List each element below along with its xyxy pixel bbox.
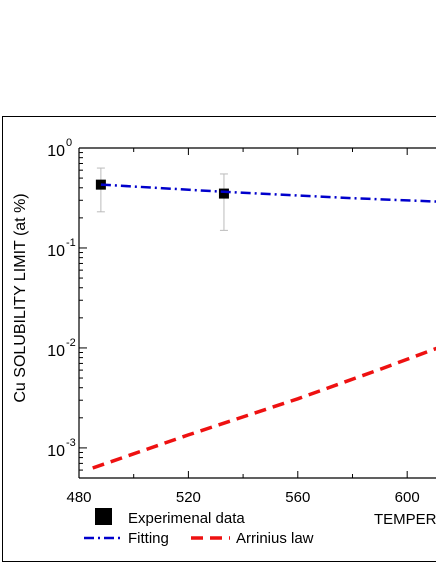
tick-marks <box>78 147 408 479</box>
legend-label-experimental: Experimenal data <box>128 510 245 527</box>
series-line-2 <box>92 346 436 470</box>
y-tick-label: 10 <box>47 443 65 460</box>
x-tick-label-600: 600 <box>395 489 420 506</box>
x-tick-label-520: 520 <box>176 489 201 506</box>
legend-label-fitting: Fitting <box>128 530 169 547</box>
series-line-1 <box>100 183 436 203</box>
x-tick-label-480: 480 <box>66 489 91 506</box>
series-layer <box>92 167 436 470</box>
x-axis-label: TEMPER <box>374 511 436 528</box>
data-marker <box>95 179 106 190</box>
y-tick-exponent: 0 <box>66 137 72 149</box>
figure-frame <box>2 116 436 562</box>
legend-label-arrinius: Arrinius law <box>236 530 314 547</box>
y-tick-exponent: -2 <box>66 337 76 349</box>
data-point-1 <box>218 173 229 231</box>
legend-item-fitting: Fitting <box>84 530 169 547</box>
legend-marker-square <box>95 508 112 525</box>
data-marker <box>218 188 229 199</box>
legend-item-experimental: Experimenal data <box>95 508 245 527</box>
y-tick-label: 10 <box>47 343 65 360</box>
y-tick-exponent: -3 <box>66 437 76 449</box>
data-point-0 <box>95 167 106 213</box>
legend: Experimenal data Fitting Arrinius law <box>84 508 314 547</box>
y-tick-label: 10 <box>47 143 65 160</box>
y-tick-exponent: -1 <box>66 237 76 249</box>
y-axis-label: Cu SOLUBILITY LIMIT (at %) <box>12 193 29 402</box>
y-tick-label: 10 <box>47 243 65 260</box>
x-tick-label-560: 560 <box>285 489 310 506</box>
axes <box>78 147 436 479</box>
legend-item-arrinius: Arrinius law <box>191 530 314 547</box>
